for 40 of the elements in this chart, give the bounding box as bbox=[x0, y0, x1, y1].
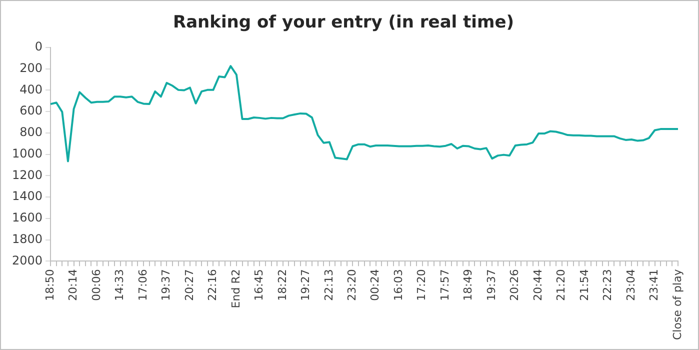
y-tick-label: 1200 bbox=[12, 168, 43, 182]
x-tick-label: Close of play bbox=[670, 268, 684, 340]
y-tick-label: 1400 bbox=[12, 189, 43, 204]
y-tick-label: 2000 bbox=[12, 253, 43, 268]
x-tick-label: 19:37 bbox=[484, 269, 498, 301]
x-tick-label: 14:33 bbox=[113, 269, 126, 301]
y-tick-label: 400 bbox=[20, 82, 43, 96]
x-tick-label: 22:16 bbox=[206, 269, 220, 301]
x-tick-label: 23:04 bbox=[624, 269, 638, 301]
x-tick-label: 00:24 bbox=[368, 269, 382, 301]
x-tick-label: 18:49 bbox=[462, 269, 475, 301]
y-tick-label: 600 bbox=[20, 104, 43, 118]
x-tick-label: 19:37 bbox=[160, 269, 173, 301]
x-tick-label: 23:20 bbox=[346, 269, 359, 301]
y-tick-label: 1800 bbox=[12, 232, 43, 246]
y-tick-label: 0 bbox=[34, 40, 43, 54]
x-tick-label: 19:27 bbox=[299, 269, 312, 301]
x-tick-label: 22:23 bbox=[601, 269, 614, 301]
y-tick-label: 1600 bbox=[12, 210, 43, 225]
chart-title: Ranking of your entry (in real time) bbox=[172, 12, 514, 33]
x-tick-label: 17:20 bbox=[415, 269, 428, 301]
x-tick-label: 00:06 bbox=[90, 269, 103, 301]
x-tick-label: 16:03 bbox=[392, 269, 405, 301]
x-tick-label: End R2 bbox=[229, 269, 242, 308]
x-tick-label: 20:14 bbox=[66, 269, 80, 301]
y-tick-label: 800 bbox=[20, 125, 43, 140]
x-tick-label: 23:41 bbox=[648, 269, 661, 301]
x-tick-label: 20:44 bbox=[531, 269, 544, 301]
x-tick-label: 17:06 bbox=[136, 269, 150, 301]
y-tick-label: 1000 bbox=[12, 146, 43, 160]
x-tick-label: 21:54 bbox=[578, 269, 591, 301]
x-tick-label: 18:22 bbox=[276, 269, 289, 301]
x-tick-label: 18:50 bbox=[43, 269, 56, 301]
x-tick-label: 17:57 bbox=[438, 269, 452, 301]
x-tick-label: 21:20 bbox=[554, 269, 568, 301]
x-tick-label: 22:13 bbox=[322, 269, 336, 301]
x-tick-label: 20:27 bbox=[182, 269, 196, 301]
x-tick-label: 20:26 bbox=[508, 269, 522, 301]
y-tick-label: 200 bbox=[20, 60, 43, 75]
x-tick-label: 16:45 bbox=[252, 269, 266, 301]
